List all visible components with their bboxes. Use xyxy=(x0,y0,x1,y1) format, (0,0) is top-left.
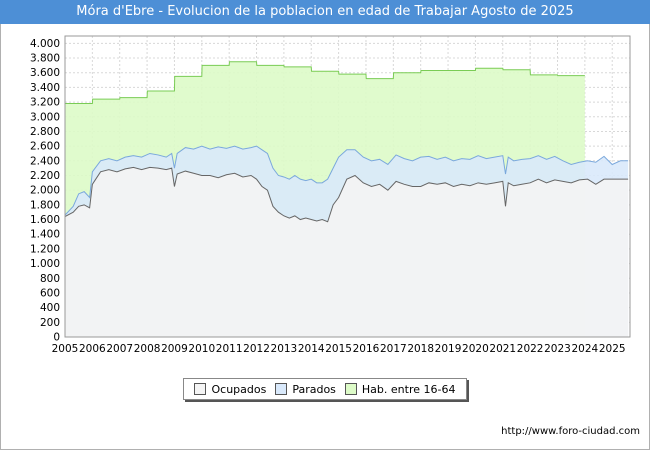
y-tick-label-8: 1.600 xyxy=(30,214,60,226)
y-tick-label-16: 3.200 xyxy=(30,97,60,109)
x-tick-label-18: 2023 xyxy=(544,343,571,355)
plot-border xyxy=(64,35,631,338)
footer-url: http://www.foro-ciudad.com xyxy=(501,426,640,437)
legend-label-ocupados: Ocupados xyxy=(211,382,267,396)
x-tick-label-14: 2019 xyxy=(435,343,462,355)
legend: Ocupados Parados Hab. entre 16-64 xyxy=(183,378,467,400)
y-tick-label-20: 4.000 xyxy=(30,38,60,50)
series-parados-line xyxy=(64,145,629,216)
y-tick-label-14: 2.800 xyxy=(30,126,60,138)
legend-label-parados: Parados xyxy=(292,382,336,396)
x-tick-label-5: 2010 xyxy=(188,343,215,355)
x-tick-label-6: 2011 xyxy=(216,343,243,355)
legend-item-parados: Parados xyxy=(275,383,336,396)
x-tick-label-1: 2006 xyxy=(79,343,106,355)
x-tick-label-8: 2013 xyxy=(271,343,298,355)
legend-swatch-parados xyxy=(275,383,288,395)
x-tick-label-16: 2021 xyxy=(489,343,516,355)
x-tick-label-11: 2016 xyxy=(353,343,380,355)
y-tick-label-18: 3.600 xyxy=(30,67,60,79)
series-ocupados-area xyxy=(65,167,629,337)
legend-label-habitantes: Hab. entre 16-64 xyxy=(361,382,456,396)
chart-title: Móra d'Ebre - Evolucion de la poblacion … xyxy=(76,4,574,19)
y-tick-label-6: 1.200 xyxy=(30,243,60,255)
x-tick-label-12: 2017 xyxy=(380,343,407,355)
legend-item-ocupados: Ocupados xyxy=(194,383,266,396)
x-tick-label-3: 2008 xyxy=(134,343,161,355)
x-tick-label-10: 2015 xyxy=(325,343,352,355)
x-tick-label-7: 2012 xyxy=(243,343,270,355)
y-tick-label-2: 400 xyxy=(40,302,60,314)
x-tick-label-9: 2014 xyxy=(298,343,325,355)
x-tick-label-2: 2007 xyxy=(106,343,133,355)
title-bar xyxy=(0,0,650,24)
chart-area: 0 200 400 600 800 1.000 1.200 1.400 1.600 1.800 2.… xyxy=(30,35,631,355)
y-tick-label-11: 2.200 xyxy=(30,170,60,182)
x-tick-label-15: 2020 xyxy=(462,343,489,355)
y-tick-label-10: 2.000 xyxy=(30,185,60,197)
y-tick-label-7: 1.400 xyxy=(30,229,60,241)
x-tick-label-13: 2018 xyxy=(407,343,434,355)
series-habitantes-line xyxy=(65,61,585,105)
y-tick-label-13: 2.600 xyxy=(30,141,60,153)
x-tick-label-17: 2022 xyxy=(517,343,544,355)
y-tick-label-3: 600 xyxy=(40,287,60,299)
y-tick-label-0: 0 xyxy=(53,332,60,344)
x-tick-label-0: 2005 xyxy=(52,343,79,355)
x-tick-label-19: 2024 xyxy=(571,343,598,355)
y-tick-label-17: 3.400 xyxy=(30,82,60,94)
y-tick-label-15: 3.000 xyxy=(30,111,60,123)
x-tick-label-20: 2025 xyxy=(599,343,626,355)
legend-item-habitantes: Hab. entre 16-64 xyxy=(344,382,456,396)
y-tick-label-12: 2.400 xyxy=(30,155,60,167)
y-tick-label-19: 3.800 xyxy=(30,53,60,65)
series-ocupados-line xyxy=(64,166,629,223)
y-tick-label-1: 200 xyxy=(40,317,60,329)
x-tick-label-4: 2009 xyxy=(161,343,188,355)
legend-swatch-ocupados xyxy=(194,383,207,395)
y-tick-label-4: 800 xyxy=(40,273,60,285)
legend-swatch-habitantes xyxy=(344,383,357,395)
y-tick-label-9: 1.800 xyxy=(30,199,60,211)
y-tick-label-5: 1.000 xyxy=(30,258,60,270)
